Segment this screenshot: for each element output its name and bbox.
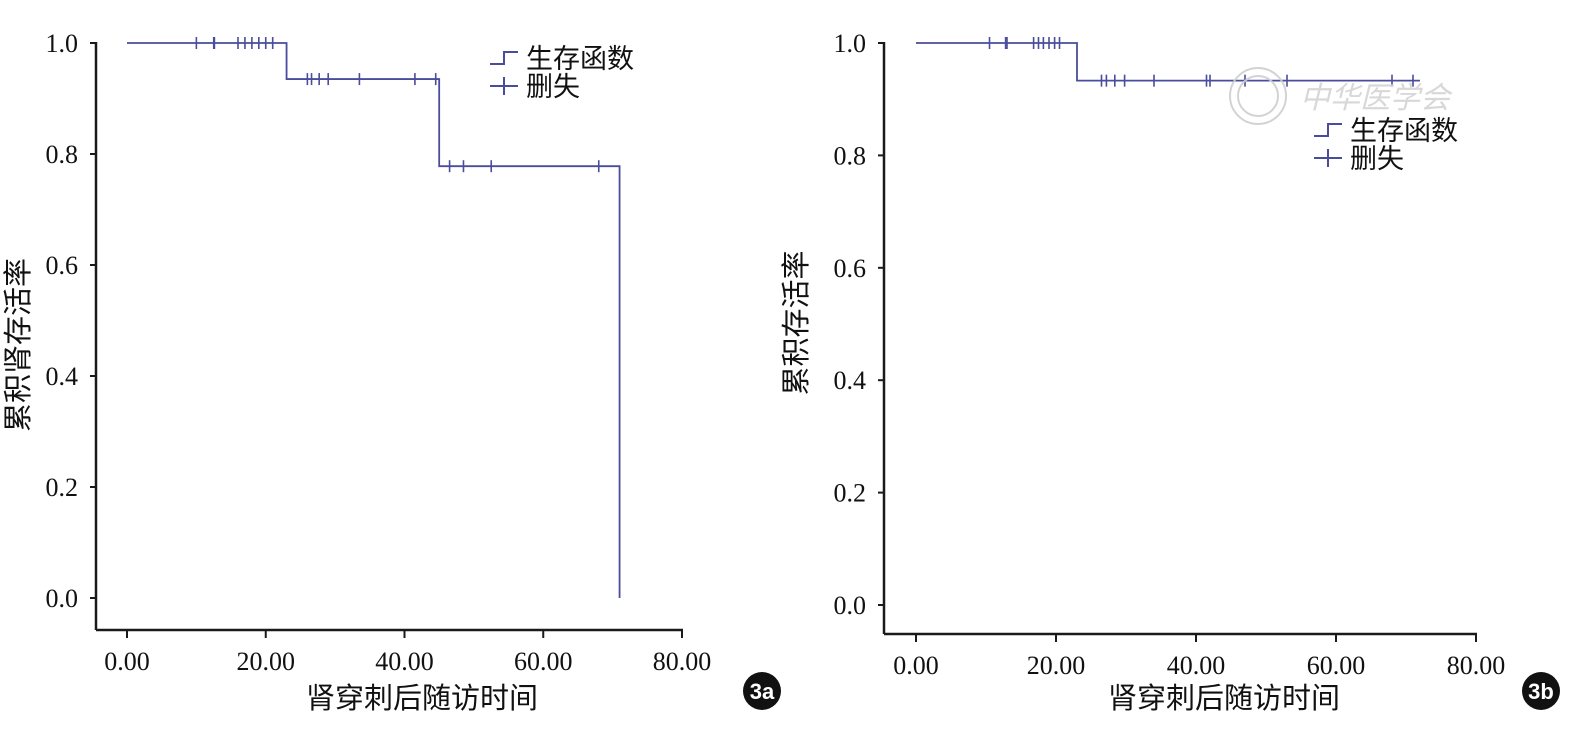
watermark-text: 中华医学会 xyxy=(1300,81,1453,116)
y-tick-label: 0.8 xyxy=(834,141,867,170)
y-tick-label: 0.0 xyxy=(834,591,867,620)
y-tick-label: 0.6 xyxy=(834,254,867,283)
y-axis-title: 累积肾存活率 xyxy=(1,258,35,432)
x-tick-label: 20.00 xyxy=(237,647,296,676)
x-tick-label: 80.00 xyxy=(1447,651,1506,680)
x-tick-label: 60.00 xyxy=(514,647,573,676)
y-tick-label: 0.6 xyxy=(46,251,79,280)
legend-label: 删失 xyxy=(526,72,580,103)
panel-badge xyxy=(1522,672,1560,710)
y-tick-label: 1.0 xyxy=(834,29,867,58)
watermark: 中华医学会 xyxy=(1229,67,1453,125)
x-tick-label: 40.00 xyxy=(1167,651,1226,680)
legend-label: 生存函数 xyxy=(526,44,634,75)
y-tick-label: 0.8 xyxy=(46,140,79,169)
panel-label: 3a xyxy=(750,679,775,704)
panel-label: 3b xyxy=(1528,679,1554,704)
y-tick-label: 0.4 xyxy=(834,366,867,395)
x-tick-label: 40.00 xyxy=(375,647,434,676)
medical-seal-inner-ring xyxy=(1237,75,1279,117)
legend-step-icon xyxy=(1314,123,1342,137)
panel-badge xyxy=(743,672,781,710)
x-tick-label: 60.00 xyxy=(1307,651,1366,680)
chart-panel-3b: 0.0 0.2 0.4 0.6 0.8 1.0 0.00 20.00 40.00 60.00 80.… xyxy=(779,29,1560,715)
y-tick-label: 0.2 xyxy=(46,473,79,502)
y-tick-label: 0.2 xyxy=(834,479,867,508)
x-tick-label: 0.00 xyxy=(104,647,150,676)
legend-label: 生存函数 xyxy=(1350,116,1458,147)
survival-curve xyxy=(127,42,621,598)
chart-panel-3a: 0.0 0.2 0.4 0.6 0.8 1.0 0.00 20.00 40.00 60.00 80.… xyxy=(1,29,781,715)
medical-seal-icon xyxy=(1229,67,1287,125)
y-tick-label: 1.0 xyxy=(46,29,79,58)
y-axis-title: 累积存活率 xyxy=(779,250,813,395)
x-tick-label: 80.00 xyxy=(653,647,712,676)
x-axis-title: 肾穿刺后随访时间 xyxy=(306,681,538,715)
x-tick-label: 20.00 xyxy=(1027,651,1086,680)
survival-curve xyxy=(916,42,1420,82)
legend-label: 删失 xyxy=(1350,144,1404,175)
y-tick-label: 0.4 xyxy=(46,362,79,391)
x-axis-title: 肾穿刺后随访时间 xyxy=(1108,681,1340,715)
legend-step-icon xyxy=(490,51,518,65)
x-tick-label: 0.00 xyxy=(893,651,939,680)
y-tick-label: 0.0 xyxy=(46,584,79,613)
